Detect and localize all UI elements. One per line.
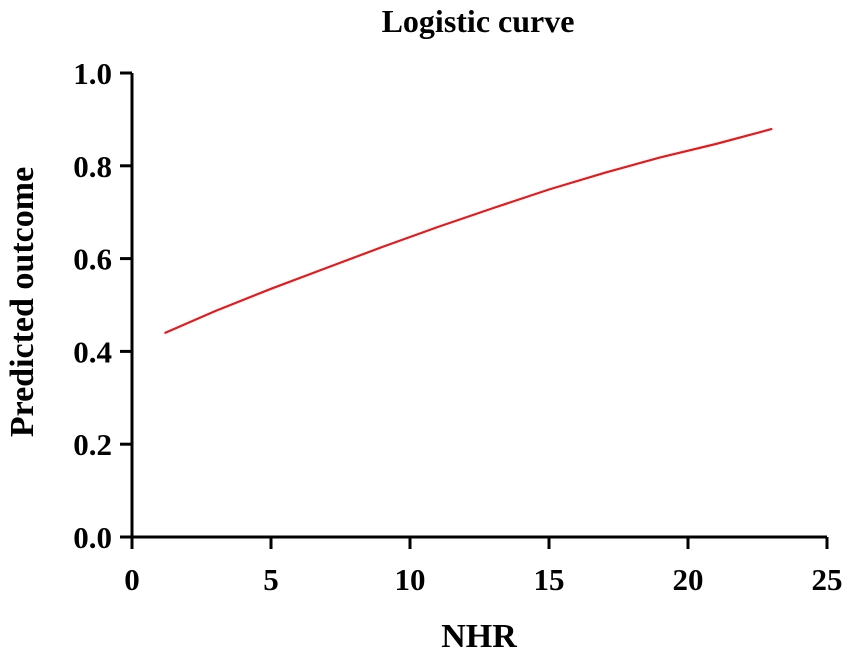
y-tick-label: 1.0 xyxy=(73,56,112,91)
y-tick-label: 0.0 xyxy=(73,520,112,555)
chart-title: Logistic curve xyxy=(382,3,575,39)
x-tick-label: 15 xyxy=(534,562,565,597)
y-tick-label: 0.4 xyxy=(73,334,112,369)
x-axis-label: NHR xyxy=(441,618,517,655)
plot-area xyxy=(164,128,773,334)
y-tick-label: 0.2 xyxy=(73,427,112,462)
y-axis: 0.0 0.2 0.4 0.6 0.8 1.0 xyxy=(73,56,134,555)
y-axis-label: Predicted outcome xyxy=(4,167,41,437)
y-tick-label: 0.8 xyxy=(73,149,112,184)
x-tick-label: 5 xyxy=(263,562,279,597)
x-tick-label: 0 xyxy=(124,562,140,597)
x-tick-label: 20 xyxy=(673,562,704,597)
series-line xyxy=(164,128,773,334)
x-axis: 0 5 10 15 20 25 xyxy=(124,535,843,597)
x-tick-label: 10 xyxy=(395,562,426,597)
y-tick-label: 0.6 xyxy=(73,242,112,277)
x-tick-label: 25 xyxy=(812,562,843,597)
